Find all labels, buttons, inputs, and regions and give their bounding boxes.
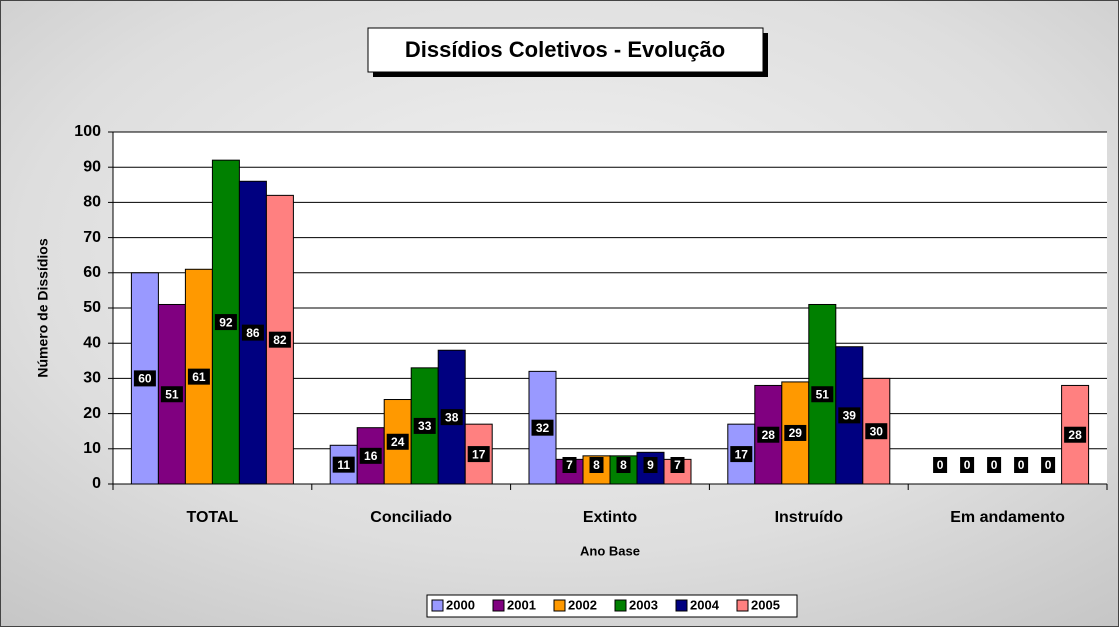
legend-label: 2003 xyxy=(629,597,658,612)
x-tick-label: Conciliado xyxy=(370,509,452,526)
value-label: 82 xyxy=(273,333,287,347)
legend-label: 2001 xyxy=(507,597,536,612)
chart-title: Dissídios Coletivos - Evolução xyxy=(405,37,725,62)
value-label-bg xyxy=(1041,457,1056,473)
value-label-bg xyxy=(865,423,888,440)
value-label: 0 xyxy=(991,458,998,472)
value-label: 0 xyxy=(1045,458,1052,472)
y-tick-label: 70 xyxy=(83,229,101,246)
value-label-bg xyxy=(332,456,355,473)
legend-label: 2004 xyxy=(690,597,720,612)
value-label: 38 xyxy=(445,410,459,424)
value-label: 7 xyxy=(566,458,573,472)
value-label: 92 xyxy=(219,315,233,329)
value-label: 30 xyxy=(870,424,884,438)
y-axis-label: Número de Dissídios xyxy=(35,238,51,377)
legend-swatch xyxy=(736,599,749,612)
y-tick-label: 100 xyxy=(74,123,101,140)
legend-label: 2005 xyxy=(751,597,780,612)
y-tick-label: 10 xyxy=(83,440,101,457)
value-label-bg xyxy=(413,417,436,434)
value-label: 17 xyxy=(735,447,749,461)
y-tick-label: 90 xyxy=(83,158,101,175)
value-label-bg xyxy=(589,457,604,473)
value-label-bg xyxy=(933,457,948,473)
value-label: 7 xyxy=(674,458,681,472)
value-label-bg xyxy=(562,457,577,473)
legend-label: 2000 xyxy=(446,597,475,612)
value-label-bg xyxy=(1064,426,1087,443)
value-label-bg xyxy=(784,424,807,441)
title-box xyxy=(367,27,764,73)
value-label: 24 xyxy=(391,435,405,449)
value-label-bg xyxy=(616,457,631,473)
value-label: 16 xyxy=(364,449,378,463)
value-label-bg xyxy=(133,370,156,387)
y-tick-label: 30 xyxy=(83,370,101,387)
value-label: 86 xyxy=(246,326,260,340)
value-label-bg xyxy=(241,324,264,341)
value-label-bg xyxy=(531,419,554,436)
value-label-bg xyxy=(467,446,490,463)
value-label: 60 xyxy=(138,372,152,386)
value-label: 33 xyxy=(418,419,432,433)
value-label-bg xyxy=(757,426,780,443)
value-label: 8 xyxy=(593,458,600,472)
value-label: 29 xyxy=(789,426,803,440)
x-tick-label: Extinto xyxy=(583,509,637,526)
y-tick-label: 50 xyxy=(83,299,101,316)
value-label: 32 xyxy=(536,421,550,435)
value-label-bg xyxy=(670,457,685,473)
value-label-bg xyxy=(214,314,237,331)
value-label: 0 xyxy=(937,458,944,472)
value-label-bg xyxy=(268,331,291,348)
legend-swatch xyxy=(675,599,688,612)
x-tick-label: TOTAL xyxy=(186,509,238,526)
value-label: 11 xyxy=(337,458,350,472)
legend-swatch xyxy=(614,599,627,612)
y-tick-label: 40 xyxy=(83,334,101,351)
value-label: 51 xyxy=(165,387,179,401)
value-label: 0 xyxy=(1018,458,1025,472)
legend-box xyxy=(426,594,798,618)
value-label: 39 xyxy=(843,409,857,423)
value-label: 28 xyxy=(1068,428,1082,442)
legend-label: 2002 xyxy=(568,597,597,612)
y-tick-label: 60 xyxy=(83,264,101,281)
value-label-bg xyxy=(838,407,861,424)
value-label: 28 xyxy=(762,428,776,442)
legend-swatch xyxy=(431,599,444,612)
value-label-bg xyxy=(359,447,382,464)
value-label-bg xyxy=(987,457,1002,473)
value-label-bg xyxy=(643,457,658,473)
value-label-bg xyxy=(160,386,183,403)
y-tick-label: 80 xyxy=(83,194,101,211)
value-label: 51 xyxy=(816,387,830,401)
y-tick-label: 20 xyxy=(83,405,101,422)
value-label: 61 xyxy=(192,370,206,384)
value-label: 8 xyxy=(620,458,627,472)
value-label-bg xyxy=(1014,457,1029,473)
value-label-bg xyxy=(386,433,409,450)
legend-swatch xyxy=(492,599,505,612)
value-label: 0 xyxy=(964,458,971,472)
value-label-bg xyxy=(440,409,463,426)
y-tick-label: 0 xyxy=(92,475,101,492)
value-label-bg xyxy=(730,446,753,463)
x-tick-label: Em andamento xyxy=(950,509,1065,526)
value-label-bg xyxy=(811,386,834,403)
x-axis-label: Ano Base xyxy=(580,543,640,558)
value-label-bg xyxy=(960,457,975,473)
value-label: 9 xyxy=(647,458,654,472)
x-tick-label: Instruído xyxy=(775,509,844,526)
value-label-bg xyxy=(187,368,210,385)
value-label: 17 xyxy=(472,447,486,461)
legend-swatch xyxy=(553,599,566,612)
